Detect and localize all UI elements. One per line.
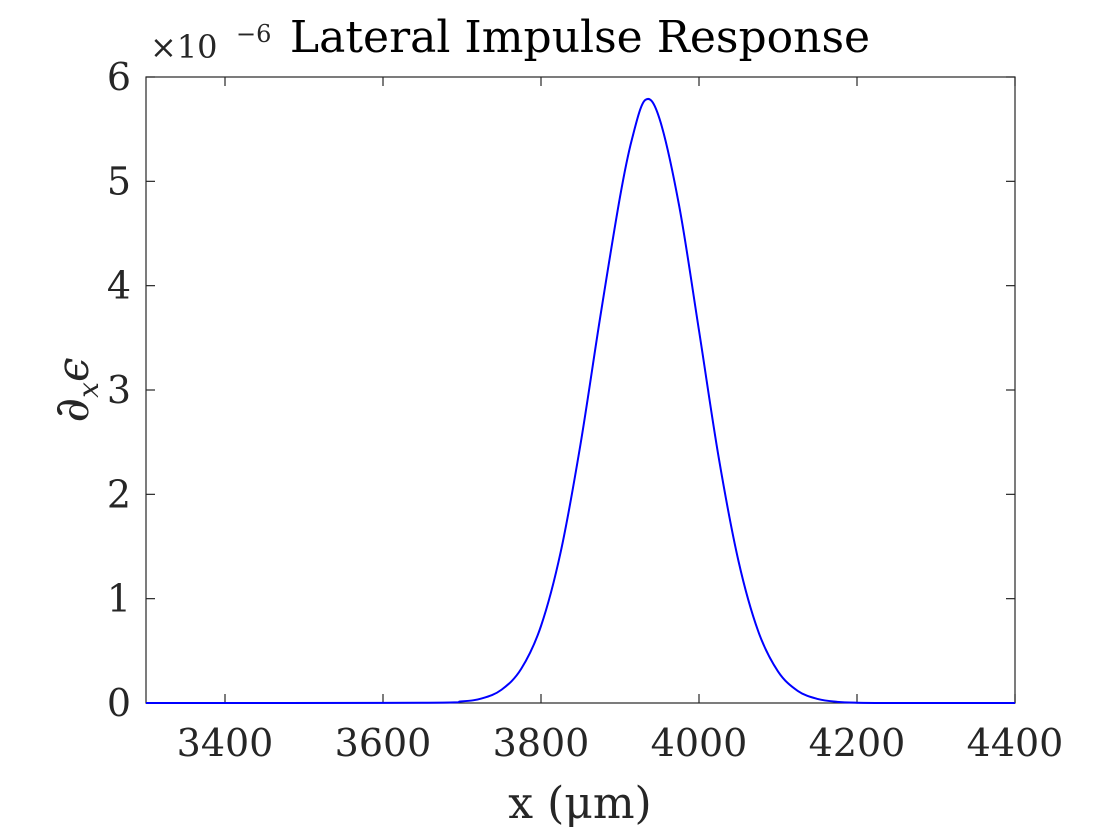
x-axis-label: x (μm)	[508, 778, 651, 829]
x-tick-label: 3800	[493, 721, 590, 765]
plot-area	[145, 76, 1016, 704]
y-tick-labels: 0 1 2 3 4 5 6	[107, 55, 131, 725]
x-tick-label: 4400	[967, 721, 1064, 765]
y-tick-label: 1	[107, 577, 131, 621]
y-tick-label: 4	[107, 264, 131, 308]
y-label-subscript: x	[72, 382, 105, 398]
x-tick-labels: 3400 3600 3800 4000 4200 4400	[177, 721, 1064, 765]
y-label-suffix: ϵ	[48, 357, 99, 382]
y-axis-label: ∂xϵ	[44, 357, 105, 422]
x-tick-label: 3600	[335, 721, 432, 765]
y-tick-label: 6	[107, 55, 131, 99]
y-tick-label: 5	[107, 159, 131, 203]
y-tick-label: 2	[107, 472, 131, 516]
chart-title: Lateral Impulse Response	[290, 12, 870, 63]
svg-text:∂xϵ: ∂xϵ	[44, 357, 105, 422]
series-line	[145, 97, 1016, 704]
exponent-base: ×10	[150, 28, 218, 66]
y-tick-label: 3	[107, 368, 131, 412]
y-tick-label: 0	[107, 681, 131, 725]
exponent-power: −6	[236, 20, 271, 48]
x-tick-label: 4000	[651, 721, 748, 765]
y-label-symbol: ∂	[44, 398, 100, 423]
x-tick-label: 4200	[809, 721, 906, 765]
x-tick-label: 3400	[177, 721, 274, 765]
